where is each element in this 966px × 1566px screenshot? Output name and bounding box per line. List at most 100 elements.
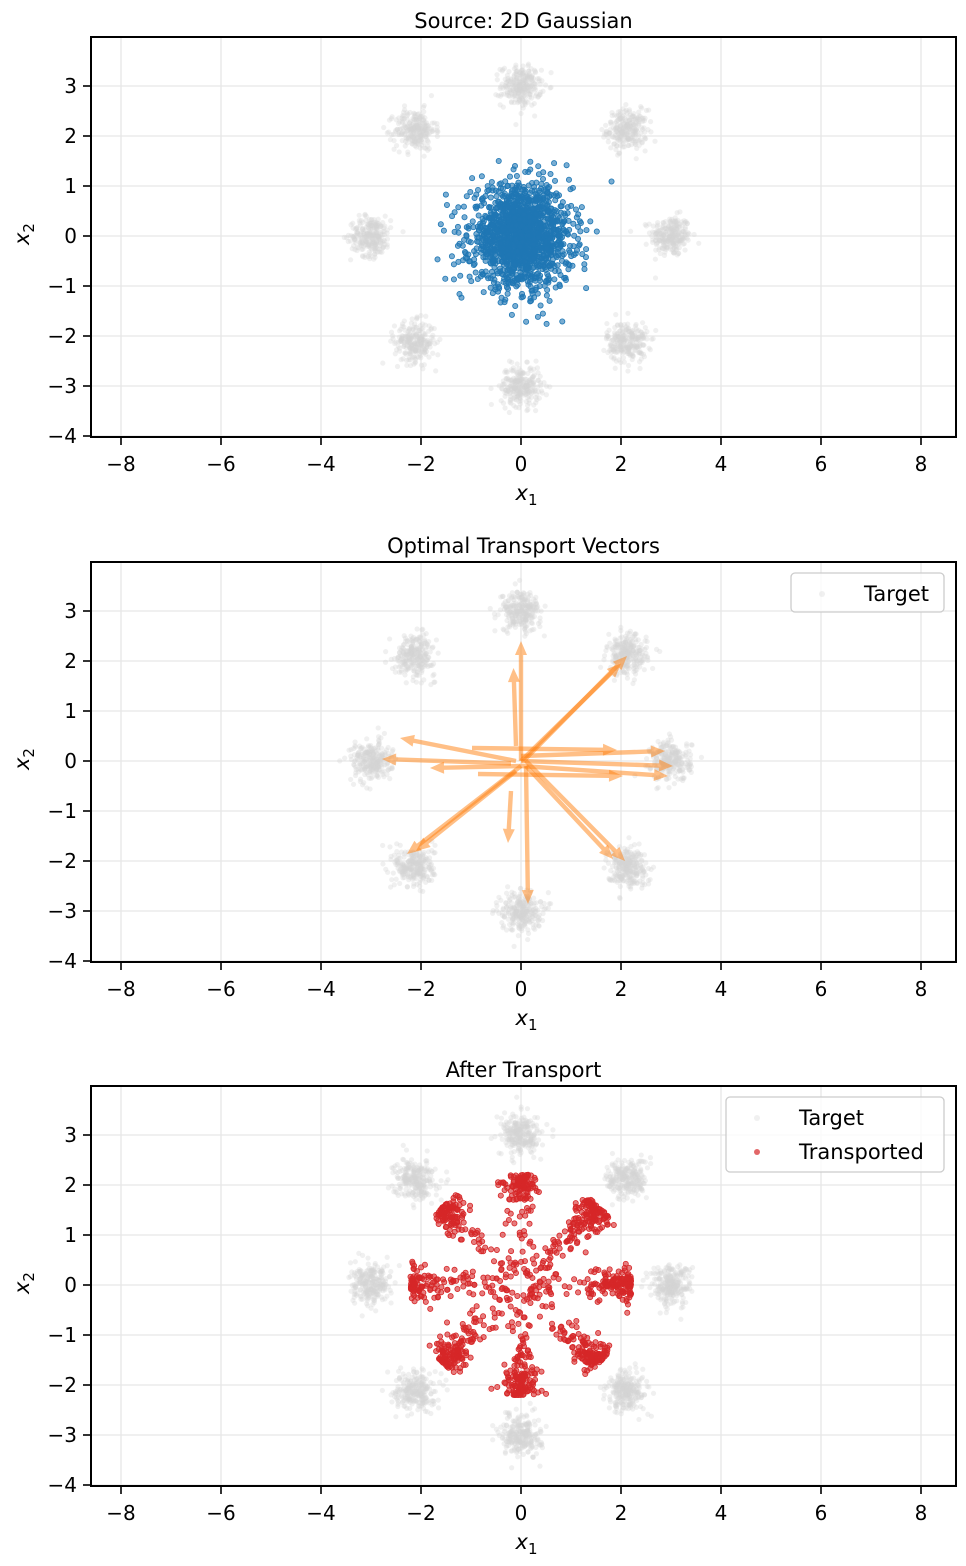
target-point [516,81,522,87]
target-point [410,125,416,131]
target-point [656,227,663,234]
target-point [406,126,413,132]
target-point [502,76,508,82]
target-point [639,105,645,111]
target-point [630,131,636,137]
target-point [521,89,527,96]
target-point [416,138,422,144]
target-point [366,228,372,234]
target-point [516,82,522,88]
target-point [633,130,639,137]
target-point [630,128,637,134]
target-point [609,134,616,140]
target-point [639,650,645,657]
target-point [617,126,623,132]
target-point [372,251,378,257]
target-point [411,127,418,133]
target-point [669,225,675,232]
target-point [524,85,530,91]
target-point [636,109,642,115]
x-tick-label: 6 [815,452,828,476]
target-point [400,229,406,235]
target-point [503,604,509,610]
target-point [608,121,614,127]
target-point [615,130,621,136]
target-point [411,139,418,145]
target-point [425,143,431,149]
target-point [374,233,380,239]
target-point [671,245,677,251]
target-point [676,237,682,243]
target-point [357,240,363,246]
target-point [423,120,430,126]
source-point [456,240,463,247]
source-point [544,184,551,191]
target-point [664,245,670,251]
target-point [404,112,410,119]
target-point [669,237,676,243]
target-point [410,121,416,128]
target-point [434,121,440,127]
target-point [365,243,371,250]
source-point [442,191,449,198]
target-point [614,143,620,149]
target-point [362,254,368,260]
target-point [619,129,625,135]
target-point [669,231,676,237]
target-point [535,94,541,100]
y-axis-label-subscript: 2 [20,223,38,233]
target-point [372,765,378,771]
target-point [542,603,548,609]
target-point [411,117,418,123]
target-point [603,122,609,128]
target-point [384,242,390,248]
target-point [392,129,399,135]
target-point [411,643,417,650]
target-point [382,751,389,757]
target-point [401,107,408,113]
target-point [521,370,527,376]
target-point [662,218,669,225]
target-point [375,233,381,239]
target-point [413,131,419,137]
target-point [396,328,403,334]
target-point [607,130,613,136]
target-point [652,229,658,236]
target-point [350,225,356,231]
target-point [413,114,419,120]
target-point [682,247,688,253]
target-point [402,138,409,144]
target-point [537,623,543,630]
source-point [500,244,507,251]
source-point [538,255,545,262]
target-point [416,126,422,133]
target-point [533,91,540,97]
target-point [380,245,386,251]
target-point [658,231,664,237]
target-point [525,73,531,79]
target-point [435,129,441,135]
target-point [669,233,675,239]
target-point [516,78,523,84]
target-point [682,224,688,230]
target-point [675,754,681,760]
target-point [522,78,529,84]
target-point [666,239,672,245]
target-point [407,119,414,125]
target-point [612,120,618,126]
target-point [510,93,516,99]
target-point [416,124,422,131]
target-point [669,240,675,246]
target-point [629,127,636,133]
target-point [619,128,625,134]
source-point [461,214,468,221]
target-point [435,352,441,358]
source-point [513,173,520,180]
target-point [636,119,642,125]
target-point [659,235,666,242]
target-point [422,121,428,127]
target-point [644,756,650,762]
target-point [520,81,526,88]
target-point [519,78,525,84]
target-point [523,88,529,94]
